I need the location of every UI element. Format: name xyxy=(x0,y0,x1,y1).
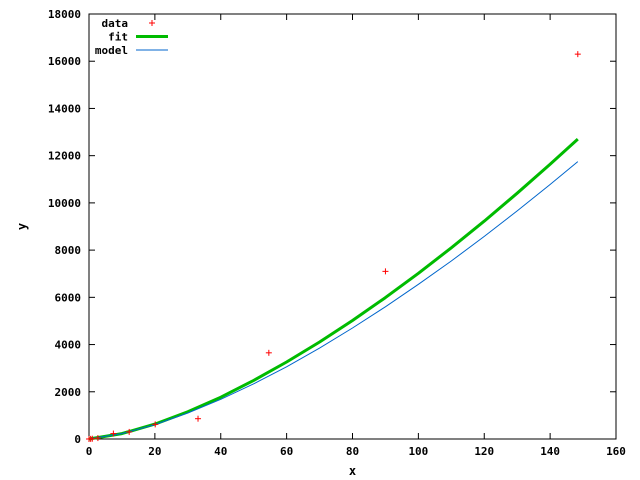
x-tick-label: 100 xyxy=(408,445,428,458)
y-tick-label: 8000 xyxy=(55,244,82,257)
legend-label-model: model xyxy=(95,44,128,57)
legend-label-data: data xyxy=(102,17,129,30)
data-point xyxy=(382,268,389,275)
y-tick-label: 6000 xyxy=(55,291,82,304)
x-tick-label: 160 xyxy=(606,445,626,458)
x-tick-label: 20 xyxy=(148,445,161,458)
series-line-fit xyxy=(88,137,579,441)
y-tick-label: 16000 xyxy=(48,55,81,68)
x-tick-label: 60 xyxy=(280,445,293,458)
y-tick-label: 12000 xyxy=(48,150,81,163)
series-layer xyxy=(86,51,581,442)
x-axis-label: x xyxy=(349,464,356,478)
data-point xyxy=(110,430,117,437)
y-tick-label: 14000 xyxy=(48,102,81,115)
y-tick-label: 18000 xyxy=(48,8,81,21)
y-tick-label: 2000 xyxy=(55,386,82,399)
x-tick-label: 80 xyxy=(346,445,359,458)
plot-frame xyxy=(88,13,617,440)
series-line-model xyxy=(88,161,579,440)
x-tick-label: 0 xyxy=(86,445,93,458)
data-point xyxy=(574,51,581,58)
data-point xyxy=(152,421,159,428)
y-axis-label: y xyxy=(15,223,29,230)
y-tick-label: 0 xyxy=(74,433,81,446)
legend-label-fit: fit xyxy=(108,31,128,44)
axis-ticks: 0 20 40 60 80 100 120 140 160 0 2000 4000 6000 8000 10… xyxy=(48,8,626,458)
x-tick-label: 120 xyxy=(474,445,494,458)
y-tick-label: 4000 xyxy=(55,339,82,352)
x-tick-label: 40 xyxy=(214,445,227,458)
x-tick-label: 140 xyxy=(540,445,560,458)
data-point xyxy=(126,428,133,435)
data-point xyxy=(265,349,272,356)
y-tick-label: 10000 xyxy=(48,197,81,210)
data-point xyxy=(94,435,101,442)
data-point xyxy=(89,435,96,442)
data-point xyxy=(195,415,202,422)
